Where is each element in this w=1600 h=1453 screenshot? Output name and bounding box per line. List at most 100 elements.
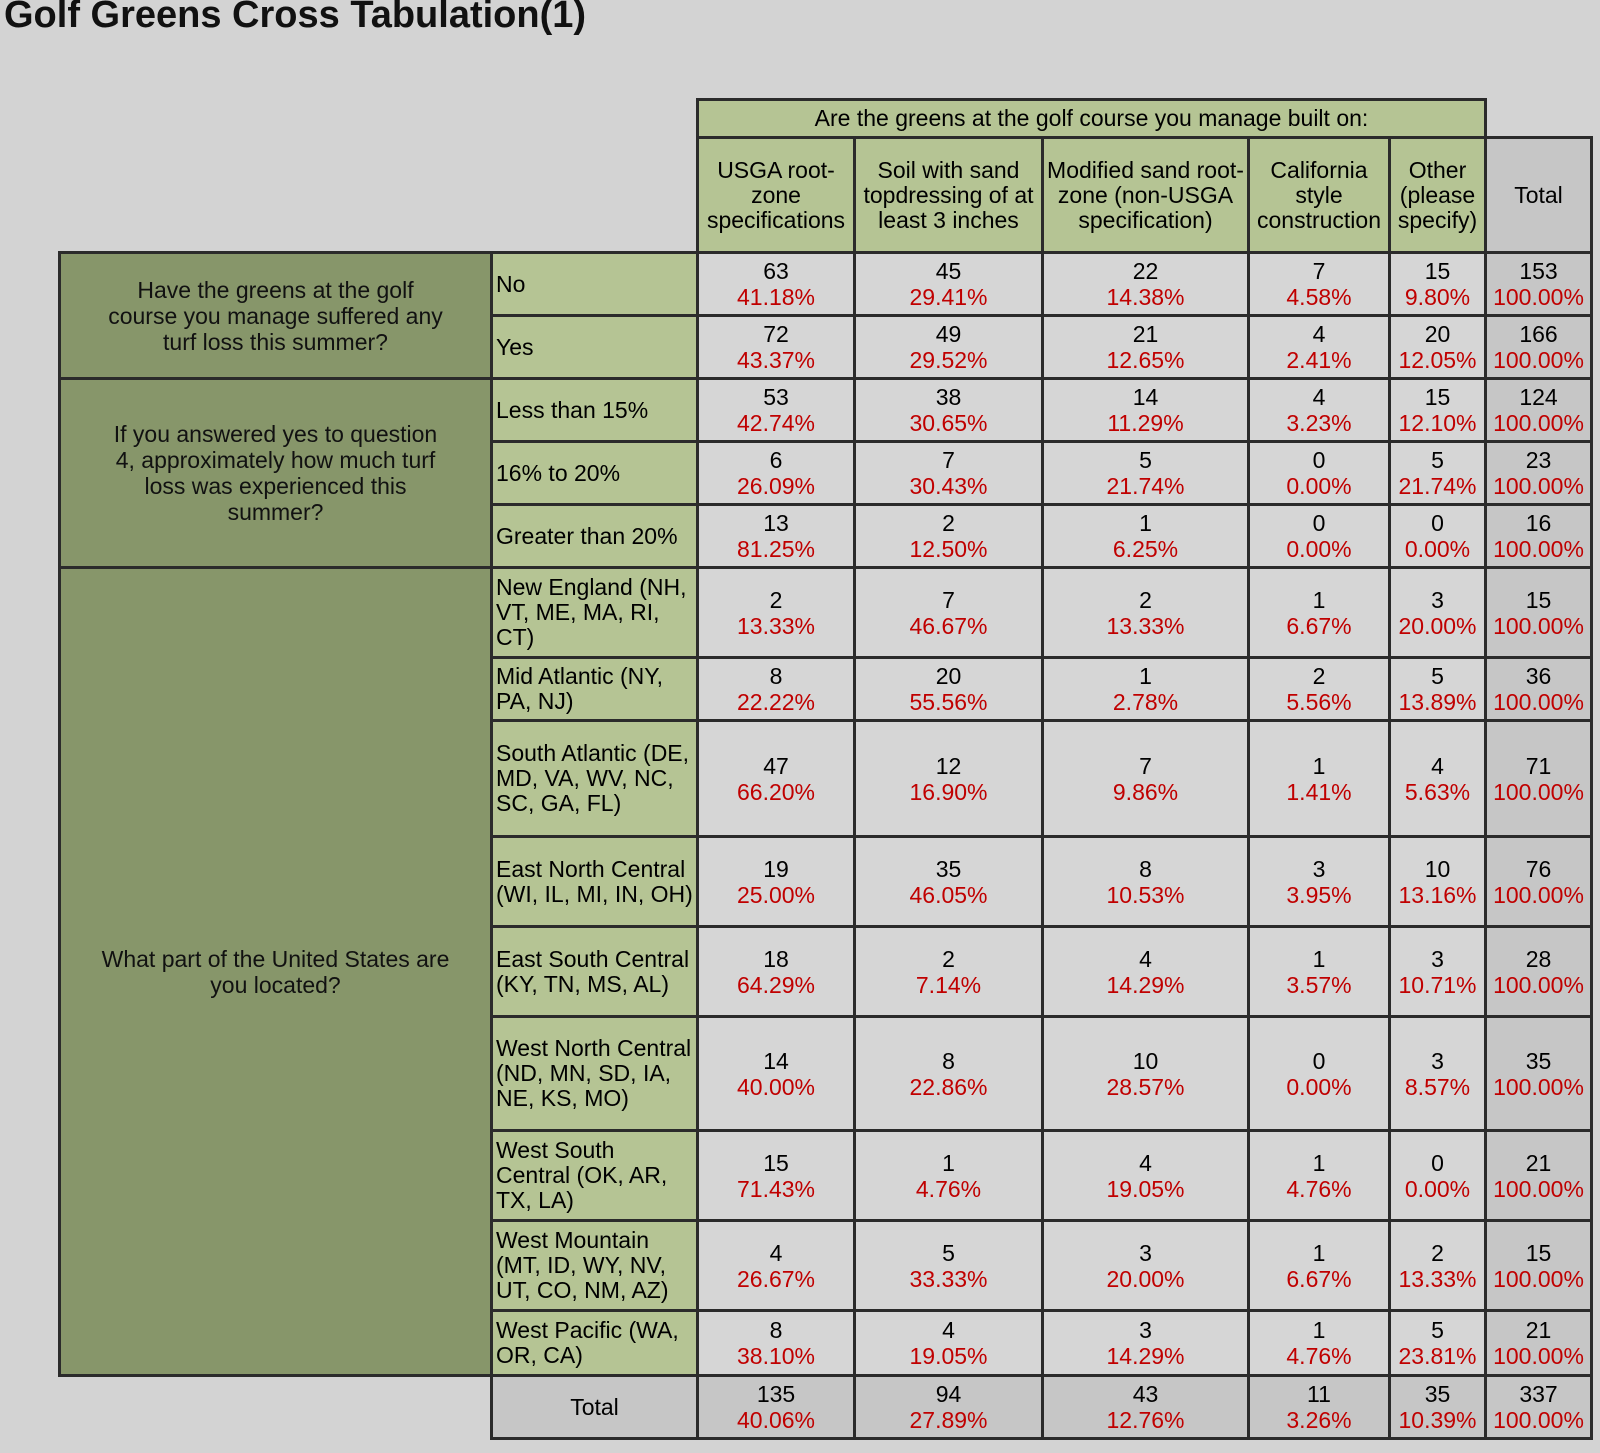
data-cell: 1 1.41% <box>1247 719 1391 838</box>
count: 23 <box>1525 447 1552 473</box>
count: 71 <box>1525 752 1552 779</box>
count: 2 <box>1312 663 1326 689</box>
table-row: East North Central (WI, IL, MI, IN, OH) 1… <box>60 835 1593 928</box>
percent: 20.00% <box>1106 1265 1185 1292</box>
data-cell: 4 3.23% <box>1247 377 1391 443</box>
count: 3 <box>1431 1047 1444 1074</box>
data-cell: 16 100.00% <box>1484 503 1593 569</box>
data-cell: 94 27.89% <box>853 1374 1044 1440</box>
percent: 41.18% <box>736 284 815 310</box>
table-row: East South Central (KY, TN, MS, AL) 18 64.… <box>60 925 1593 1018</box>
data-cell: 1 6.67% <box>1247 1219 1391 1312</box>
percent: 13.33% <box>1398 1265 1477 1292</box>
count: 2 <box>942 510 955 536</box>
count: 2 <box>1431 1239 1444 1266</box>
count: 36 <box>1525 663 1552 689</box>
count: 12 <box>935 752 962 779</box>
count: 49 <box>935 321 962 347</box>
data-cell: 21 100.00% <box>1484 1129 1593 1222</box>
percent: 0.00% <box>1286 536 1352 562</box>
data-cell: 3 20.00% <box>1041 1219 1250 1312</box>
row-label: West South Central (OK, AR, TX, LA) <box>490 1129 699 1222</box>
percent: 100.00% <box>1493 284 1584 310</box>
percent: 71.43% <box>736 1175 815 1202</box>
data-cell: 10 28.57% <box>1041 1015 1250 1132</box>
percent: 42.74% <box>736 410 815 436</box>
percent: 19.05% <box>909 1343 988 1369</box>
data-cell: 49 29.52% <box>853 314 1044 380</box>
percent: 2.41% <box>1286 347 1352 373</box>
row-label: Yes <box>490 314 699 380</box>
percent: 22.22% <box>736 689 815 715</box>
count: 45 <box>935 258 962 284</box>
count: 5 <box>1431 1317 1444 1343</box>
percent: 0.00% <box>1286 1073 1352 1100</box>
percent: 43.37% <box>736 347 815 373</box>
count: 2 <box>769 586 783 613</box>
table-row: Have the greens at the golf course you m… <box>58 251 1593 380</box>
count: 7 <box>942 586 955 613</box>
data-cell: 36 100.00% <box>1484 656 1593 722</box>
data-cell: 12 16.90% <box>853 719 1044 838</box>
percent: 21.74% <box>1398 473 1477 499</box>
count: 19 <box>763 855 789 882</box>
data-cell: 8 10.53% <box>1041 835 1250 928</box>
data-cell: 5 23.81% <box>1388 1309 1487 1377</box>
count: 76 <box>1525 855 1552 882</box>
count: 10 <box>1132 1047 1159 1074</box>
percent: 55.56% <box>909 689 988 715</box>
count: 28 <box>1525 945 1552 972</box>
percent: 21.74% <box>1106 473 1185 499</box>
data-cell: 19 25.00% <box>696 835 856 928</box>
data-cell: 21 100.00% <box>1484 1309 1593 1377</box>
count: 38 <box>935 384 962 410</box>
count: 5 <box>1431 447 1444 473</box>
count: 3 <box>1139 1317 1152 1343</box>
count: 11 <box>1307 1381 1331 1407</box>
row-label: East South Central (KY, TN, MS, AL) <box>490 925 699 1018</box>
count: 1 <box>1312 586 1326 613</box>
count: 35 <box>935 855 962 882</box>
percent: 100.00% <box>1493 1343 1584 1369</box>
count: 15 <box>1525 1239 1552 1266</box>
percent: 1.41% <box>1286 778 1352 805</box>
count: 5 <box>942 1239 955 1266</box>
count: 10 <box>1424 855 1451 882</box>
percent: 6.67% <box>1286 612 1352 639</box>
percent: 64.29% <box>736 971 815 998</box>
percent: 12.76% <box>1106 1407 1185 1433</box>
data-cell: 8 38.10% <box>696 1309 856 1377</box>
row-label: New England (NH, VT, ME, MA, RI, CT) <box>490 566 699 659</box>
count: 15 <box>1424 384 1451 410</box>
table-row: South Atlantic (DE, MD, VA, WV, NC, SC, … <box>60 719 1593 838</box>
data-cell: 1 3.57% <box>1247 925 1391 1018</box>
count: 2 <box>1139 586 1152 613</box>
count: 1 <box>1312 1317 1326 1343</box>
data-cell: 5 33.33% <box>853 1219 1044 1312</box>
data-cell: 15 9.80% <box>1388 251 1487 317</box>
percent: 30.43% <box>909 473 988 499</box>
data-cell: 3 8.57% <box>1388 1015 1487 1132</box>
data-cell: 0 0.00% <box>1247 440 1391 506</box>
data-cell: 5 13.89% <box>1388 656 1487 722</box>
percent: 100.00% <box>1493 612 1584 639</box>
percent: 66.20% <box>736 778 815 805</box>
data-cell: 3 20.00% <box>1388 566 1487 659</box>
count: 1 <box>1312 945 1326 972</box>
count: 4 <box>769 1239 783 1266</box>
percent: 100.00% <box>1493 1175 1584 1202</box>
column-group-header: Are the greens at the golf course you ma… <box>696 98 1487 139</box>
percent: 16.90% <box>909 778 988 805</box>
percent: 46.67% <box>909 612 988 639</box>
percent: 100.00% <box>1493 971 1584 998</box>
count: 7 <box>1312 258 1326 284</box>
data-cell: 4 5.63% <box>1388 719 1487 838</box>
blank-cell <box>60 1376 492 1439</box>
percent: 5.56% <box>1286 689 1352 715</box>
row-label: Mid Atlantic (NY, PA, NJ) <box>490 656 699 722</box>
count: 8 <box>942 1047 955 1074</box>
percent: 9.80% <box>1404 284 1471 310</box>
data-cell: 337 100.00% <box>1484 1374 1593 1440</box>
question-cell: If you answered yes to question 4, appro… <box>58 377 493 569</box>
